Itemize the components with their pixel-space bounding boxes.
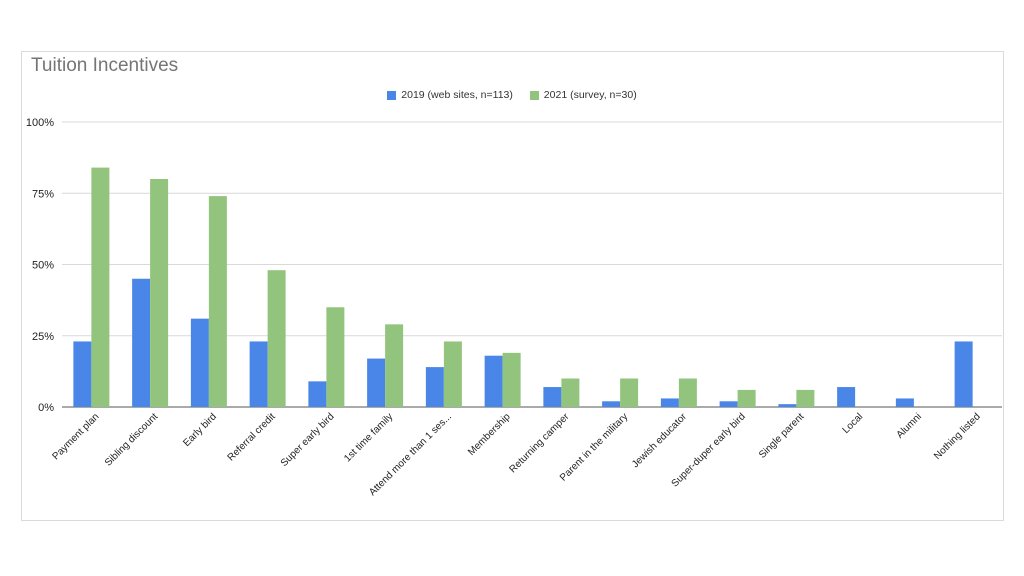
bar-2021	[208, 196, 227, 407]
x-tick-label: Returning camper	[508, 411, 572, 475]
legend-label-2021: 2021 (survey, n=30)	[543, 89, 637, 101]
bar-2021	[561, 378, 580, 407]
chart-frame	[21, 51, 1004, 521]
bar-2019	[778, 404, 797, 407]
y-tick-label: 0%	[38, 402, 54, 414]
bar-2021	[678, 378, 697, 407]
bar-2019	[367, 358, 386, 407]
bar-2019	[895, 398, 914, 407]
x-tick-label: Early bird	[181, 411, 219, 449]
bar-2019	[308, 381, 327, 407]
bar-2021	[326, 307, 345, 407]
bar-2021	[267, 270, 286, 407]
bar-2019	[719, 401, 738, 407]
x-tick-label: Single parent	[757, 411, 807, 461]
bar-2019	[660, 398, 679, 407]
bar-2019	[543, 387, 562, 407]
legend: 2019 (web sites, n=113) 2021 (survey, n=…	[0, 89, 1024, 103]
bar-2021	[385, 324, 404, 407]
legend-item-2021: 2021 (survey, n=30)	[529, 89, 637, 101]
bar-2019	[190, 318, 209, 407]
bar-2021	[443, 341, 462, 407]
x-tick-label: Payment plan	[50, 411, 101, 462]
legend-swatch-2021	[529, 90, 539, 100]
x-tick-label: Parent in the military	[558, 411, 630, 483]
y-tick-label: 75%	[32, 188, 54, 200]
bar-2019	[425, 367, 444, 407]
chart-title: Tuition Incentives	[31, 55, 179, 76]
bar-2019	[602, 401, 621, 407]
legend-label-2019: 2019 (web sites, n=113)	[401, 89, 513, 101]
bar-2021	[796, 389, 815, 407]
bar-2019	[73, 341, 92, 407]
bar-2021	[620, 378, 639, 407]
x-tick-label: Referral credit	[226, 411, 278, 463]
x-tick-label: Membership	[466, 411, 513, 458]
bar-2021	[150, 179, 169, 407]
x-tick-label: Jewish educator	[630, 411, 689, 470]
y-tick-label: 50%	[32, 260, 54, 272]
legend-swatch-2019	[387, 90, 397, 100]
bar-2019	[249, 341, 268, 407]
x-tick-label: 1st time family	[342, 411, 395, 464]
y-tick-label: 100%	[26, 117, 54, 129]
bar-2019	[484, 355, 503, 407]
x-tick-label: Super early bird	[279, 411, 337, 469]
x-tick-label: Sibling discount	[103, 411, 160, 468]
x-tick-label: Nothing listed	[932, 411, 983, 462]
bar-2019	[132, 278, 151, 407]
bar-2019	[837, 387, 856, 407]
y-tick-label: 25%	[32, 331, 54, 343]
bar-2021	[502, 352, 521, 407]
bar-2019	[954, 341, 973, 407]
bar-2021	[737, 389, 756, 407]
x-tick-label: Alumni	[895, 411, 924, 440]
legend-item-2019: 2019 (web sites, n=113)	[387, 89, 513, 101]
bar-2021	[91, 167, 110, 407]
x-tick-label: Local	[841, 411, 866, 436]
